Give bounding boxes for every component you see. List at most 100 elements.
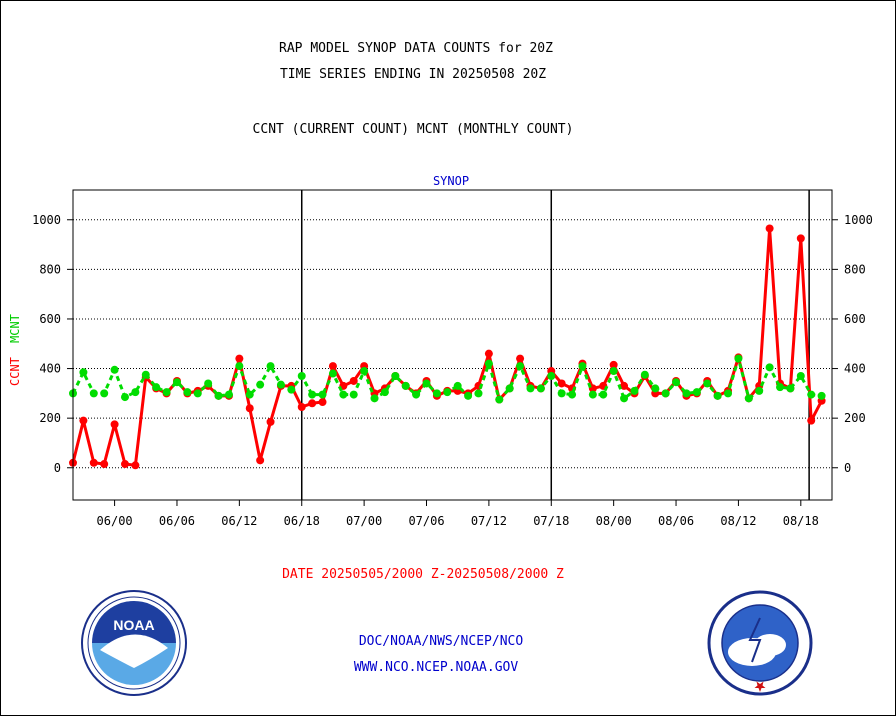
point-ccnt (297, 403, 306, 411)
point-ccnt (318, 398, 327, 407)
xtick-label: 07/00 (346, 514, 382, 528)
footer-www-link[interactable]: WWW.NCO.NCEP.NOAA.GOV (354, 660, 519, 675)
point-mcnt (588, 390, 597, 399)
grid-layer (73, 219, 832, 469)
ytick-label-left: 0 (54, 461, 61, 475)
series-line-ccnt (71, 226, 823, 467)
point-mcnt (703, 379, 712, 388)
xtick-label: 06/00 (97, 514, 133, 528)
point-mcnt (297, 372, 306, 380)
point-ccnt (235, 354, 244, 363)
chart-title-line1: RAP MODEL SYNOP DATA COUNTS for 20Z (279, 41, 553, 56)
point-mcnt (443, 388, 452, 397)
plot-border (72, 189, 833, 501)
point-mcnt (630, 386, 639, 395)
xtick-label: 07/18 (533, 514, 569, 528)
point-mcnt (245, 390, 254, 399)
point-mcnt (807, 390, 816, 399)
point-mcnt (734, 354, 743, 363)
point-mcnt (578, 362, 587, 371)
point-ccnt (484, 349, 493, 358)
ytick-label-right: 1000 (844, 213, 873, 227)
ytick-label-right: 200 (844, 411, 866, 425)
point-mcnt (391, 372, 400, 380)
xtick-label: 06/06 (159, 514, 195, 528)
point-mcnt (141, 370, 150, 379)
point-mcnt (682, 389, 691, 398)
xtick-label: 07/12 (471, 514, 507, 528)
point-mcnt (193, 389, 202, 398)
xtick-label: 06/18 (284, 514, 320, 528)
point-mcnt (276, 380, 285, 389)
point-ccnt (256, 456, 265, 465)
xtick-label: 08/18 (783, 514, 819, 528)
point-ccnt (557, 379, 566, 388)
point-mcnt (328, 369, 337, 378)
point-ccnt (110, 420, 119, 429)
point-mcnt (526, 384, 535, 393)
noaa-logo[interactable]: NOAA (81, 590, 187, 696)
point-ccnt (79, 416, 88, 425)
point-mcnt (360, 367, 369, 376)
point-mcnt (713, 391, 722, 400)
xtick-label: 08/00 (596, 514, 632, 528)
point-mcnt (661, 389, 670, 398)
point-mcnt (235, 362, 244, 371)
xtick-label: 07/06 (408, 514, 444, 528)
point-mcnt (724, 389, 733, 398)
point-ccnt (516, 354, 525, 363)
point-mcnt (817, 391, 826, 400)
xtick-label: 08/12 (720, 514, 756, 528)
point-ccnt (620, 381, 629, 390)
panel-label: SYNOP (433, 174, 469, 188)
point-ccnt (609, 360, 618, 369)
point-ccnt (765, 224, 774, 233)
point-mcnt (516, 362, 525, 371)
point-mcnt (464, 391, 473, 400)
ytick-label-right: 0 (844, 461, 851, 475)
national-weather-service-logo[interactable] (707, 590, 813, 696)
point-mcnt (599, 390, 608, 399)
point-mcnt (183, 388, 192, 397)
footer-doc-link[interactable]: DOC/NOAA/NWS/NCEP/NCO (359, 634, 524, 649)
chart-title-line2: TIME SERIES ENDING IN 20250508 20Z (280, 67, 546, 82)
point-mcnt (214, 391, 223, 400)
point-mcnt (609, 367, 618, 376)
ylabel-ccnt: CCNT (8, 357, 22, 386)
point-ccnt (328, 362, 337, 371)
point-mcnt (256, 380, 265, 389)
point-mcnt (776, 383, 785, 392)
point-mcnt (755, 386, 764, 395)
chart-title-line3: CCNT (CURRENT COUNT) MCNT (MONTHLY COUNT… (253, 122, 574, 137)
point-mcnt (412, 390, 421, 399)
point-mcnt (401, 381, 410, 390)
point-mcnt (100, 389, 109, 398)
point-mcnt (672, 378, 681, 387)
point-mcnt (744, 394, 753, 403)
point-mcnt (266, 362, 275, 371)
point-mcnt (152, 383, 161, 392)
ytick-label-left: 200 (39, 411, 61, 425)
point-mcnt (536, 384, 545, 393)
point-mcnt (370, 394, 379, 403)
point-mcnt (422, 379, 431, 388)
point-ccnt (796, 234, 805, 243)
ytick-label-right: 800 (844, 262, 866, 276)
point-mcnt (89, 389, 98, 398)
point-mcnt (131, 388, 140, 397)
ytick-label-left: 800 (39, 262, 61, 276)
xtick-label: 08/06 (658, 514, 694, 528)
point-ccnt (349, 376, 358, 385)
point-mcnt (432, 389, 441, 398)
point-mcnt (651, 384, 660, 393)
point-mcnt (172, 378, 181, 387)
point-mcnt (110, 365, 119, 374)
point-mcnt (640, 370, 649, 379)
ytick-label-left: 1000 (32, 213, 61, 227)
point-mcnt (547, 372, 556, 380)
point-ccnt (120, 460, 129, 469)
point-ccnt (245, 404, 254, 413)
point-mcnt (349, 390, 358, 399)
ytick-label-right: 400 (844, 362, 866, 376)
